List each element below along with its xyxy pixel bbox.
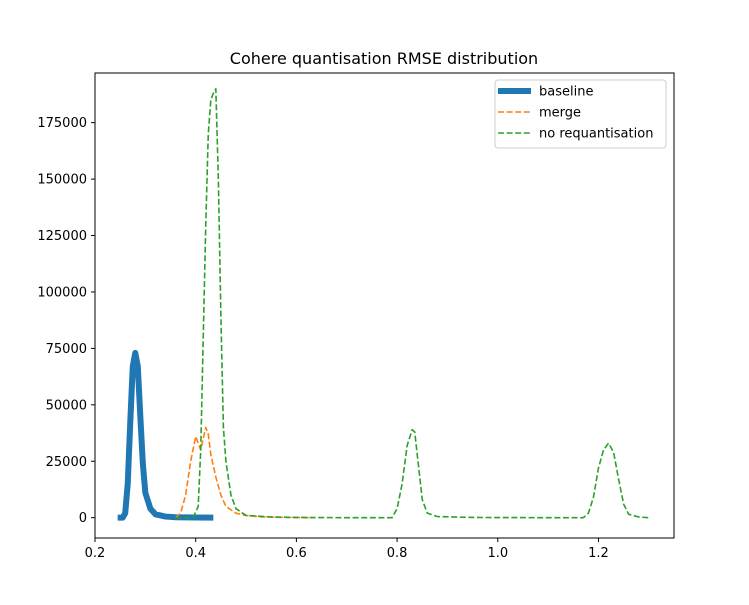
chart-title: Cohere quantisation RMSE distribution — [230, 49, 538, 68]
x-tick-label: 1.0 — [487, 546, 508, 561]
y-tick-label: 100000 — [37, 285, 87, 300]
series-line-baseline — [117, 349, 214, 521]
series-line-merge — [175, 426, 309, 519]
y-tick-label: 75000 — [46, 342, 87, 357]
x-tick-label: 0.6 — [286, 546, 307, 561]
legend-label: baseline — [539, 85, 593, 100]
x-tick-label: 0.4 — [185, 546, 206, 561]
legend-label: no requantisation — [539, 127, 653, 142]
y-tick-label: 150000 — [37, 173, 87, 188]
plot-frame — [94, 72, 675, 539]
legend-items: baseline merge no requantisation — [498, 85, 653, 142]
legend: baseline merge no requantisation — [494, 79, 667, 149]
x-tick-label: 0.8 — [387, 546, 408, 561]
x-tick-label: 1.2 — [588, 546, 609, 561]
y-tick-label: 0 — [79, 511, 87, 526]
x-axis: 0.2 0.4 0.6 0.8 1.0 1.2 — [85, 538, 609, 561]
legend-label: merge — [539, 106, 581, 121]
x-tick-label: 0.2 — [85, 546, 106, 561]
y-axis: 0 25000 50000 75000 100000 125000 150000 175000 — [37, 116, 95, 526]
plot-area — [117, 88, 649, 521]
y-tick-label: 25000 — [46, 455, 87, 470]
y-tick-label: 125000 — [37, 229, 87, 244]
series-line-no-requantisation — [175, 88, 649, 519]
y-tick-label: 175000 — [37, 116, 87, 131]
legend-box — [494, 79, 667, 149]
series-layer — [117, 88, 649, 521]
y-tick-label: 50000 — [46, 398, 87, 413]
